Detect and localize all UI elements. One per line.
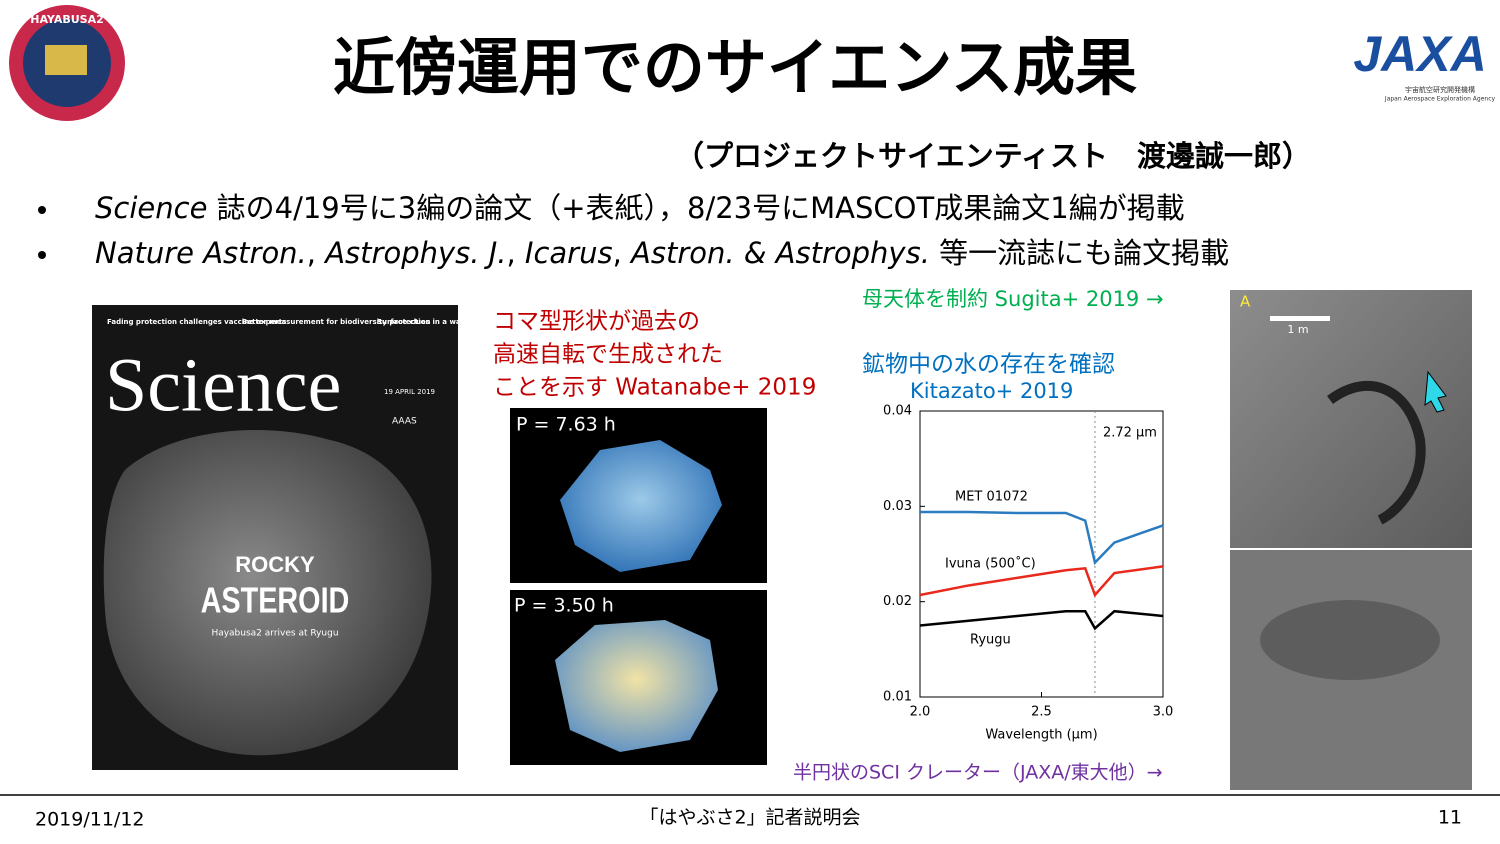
spectrum-line xyxy=(919,565,1164,598)
bullet-dot xyxy=(38,251,46,259)
spin-caption-line: ことを示す Watanabe+ 2019 xyxy=(493,375,816,401)
bullet-segment: , xyxy=(613,236,631,270)
logo-craft xyxy=(45,45,87,75)
spectrum-chart: 0.01 0.02 0.03 0.04 2.0 2.5 3.0 Wavelength (μm)… xyxy=(876,402,1180,750)
series-label: Ryugu xyxy=(970,633,1011,648)
subtitle: （プロジェクトサイエンティスト 渡邊誠一郎） xyxy=(675,139,1311,173)
x-tick-label: 2.0 xyxy=(910,705,931,720)
spin-caption-line: コマ型形状が過去の xyxy=(493,309,700,335)
bullet-segment: Astrophys. J. xyxy=(323,236,506,270)
bullet-segment: Astron. & Astrophys. xyxy=(629,236,930,270)
scale-label: 1 m xyxy=(1287,323,1308,336)
spectrum-line xyxy=(919,609,1164,631)
y-tick-label: 0.01 xyxy=(883,690,912,705)
panel-label: P = 3.50 h xyxy=(514,595,614,617)
bullet-segment: Science xyxy=(95,191,207,225)
y-tick-label: 0.02 xyxy=(883,594,912,609)
agency-name-en: Japan Aerospace Exploration Agency xyxy=(1384,96,1496,103)
bullet-segment: 誌の4/19号に3編の論文（+表紙），8/23号にMASCOT成果論文1編が掲載 xyxy=(207,191,1184,225)
cover-headline: ASTEROID xyxy=(201,579,350,620)
bullet-segment: , xyxy=(307,236,325,270)
panel-label: P = 7.63 h xyxy=(516,414,616,436)
series-label: Ivuna (500˚C) xyxy=(945,556,1036,572)
series-label: MET 01072 xyxy=(955,490,1028,505)
bullet-text: Nature Astron., Astrophys. J., Icarus, A… xyxy=(95,236,1229,270)
footer-page: 11 xyxy=(1438,807,1462,829)
y-tick-label: 0.04 xyxy=(883,404,912,419)
marker-label: 2.72 μm xyxy=(1103,426,1157,441)
shape-model-body xyxy=(555,620,718,752)
cover-teaser: Fading protection challenges vaccine exp… xyxy=(107,318,286,326)
x-tick-label: 2.5 xyxy=(1031,705,1052,720)
cover-teasers: Fading protection challenges vaccine exp… xyxy=(107,318,502,326)
cover-headline: ROCKY xyxy=(235,552,315,577)
parent-body-caption: 母天体を制約 Sugita+ 2019 → xyxy=(862,287,1164,311)
crater-photo xyxy=(1230,290,1472,548)
cover-masthead: Science xyxy=(105,343,341,427)
crater-caption: 半円状のSCI クレーター（JAXA/東大他）→ xyxy=(793,762,1163,784)
agency-logo: JAXA xyxy=(1353,26,1486,82)
scale-bar xyxy=(1270,316,1330,321)
arrow xyxy=(1424,370,1447,413)
bullet-dot xyxy=(38,206,46,214)
crater-rim xyxy=(1327,380,1426,525)
bullet-segment: Nature Astron. xyxy=(95,236,307,270)
x-tick-label: 3.0 xyxy=(1153,705,1174,720)
panel-label: A xyxy=(1240,293,1251,311)
cover-teaser: Better measurement for biodiversity prot… xyxy=(242,318,430,326)
x-axis-label: Wavelength (μm) xyxy=(985,728,1097,743)
water-caption: 鉱物中の水の存在を確認 xyxy=(862,352,1115,378)
footer-date: 2019/11/12 xyxy=(35,809,145,831)
crater-shadow xyxy=(1260,600,1440,680)
y-tick-label: 0.03 xyxy=(883,499,912,514)
bullet-segment: , xyxy=(506,236,524,270)
agency-name-ja: 宇宙航空研究開発機構 xyxy=(1405,85,1475,94)
bullet-segment: 等一流誌にも論文掲載 xyxy=(930,236,1229,270)
asteroid-photo xyxy=(103,430,432,756)
title: 近傍運用でのサイエンス成果 xyxy=(333,31,1137,104)
spin-caption-line: 高速自転で生成された xyxy=(493,342,723,368)
cover-issue: 19 APRIL 2019 xyxy=(384,388,435,396)
mission-logo-text: HAYABUSA2 xyxy=(30,13,104,26)
spectrum-line xyxy=(920,510,1164,566)
cover-publisher: AAAS xyxy=(392,417,417,427)
bullet-text: Science 誌の4/19号に3編の論文（+表紙），8/23号にMASCOT成… xyxy=(95,191,1185,225)
water-reference: Kitazato+ 2019 xyxy=(910,379,1073,403)
bullet-segment: Icarus xyxy=(525,236,613,270)
shape-model-body xyxy=(560,440,722,572)
cover-deck: Hayabusa2 arrives at Ryugu xyxy=(211,629,338,639)
cover-teaser: Surface clues in a water cluster xyxy=(377,318,502,326)
footer-event: 「はやぶさ2」記者説明会 xyxy=(639,807,860,829)
bullet-list: Science 誌の4/19号に3編の論文（+表紙），8/23号にMASCOT成… xyxy=(38,191,1229,270)
